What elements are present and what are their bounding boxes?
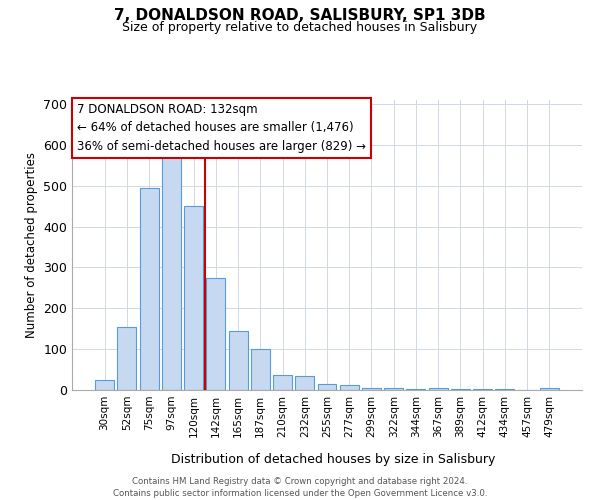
- Bar: [118, 326, 136, 390]
- Bar: [406, 389, 425, 390]
- Bar: [295, 376, 314, 390]
- Bar: [140, 188, 158, 390]
- Bar: [362, 388, 381, 390]
- Bar: [384, 388, 403, 390]
- Text: Contains HM Land Registry data © Crown copyright and database right 2024.
Contai: Contains HM Land Registry data © Crown c…: [113, 476, 487, 498]
- Bar: [496, 389, 514, 390]
- Text: Distribution of detached houses by size in Salisbury: Distribution of detached houses by size …: [171, 452, 495, 466]
- Bar: [184, 206, 203, 390]
- Text: Size of property relative to detached houses in Salisbury: Size of property relative to detached ho…: [122, 21, 478, 34]
- Text: 7 DONALDSON ROAD: 132sqm
← 64% of detached houses are smaller (1,476)
36% of sem: 7 DONALDSON ROAD: 132sqm ← 64% of detach…: [77, 103, 366, 153]
- Bar: [95, 380, 114, 390]
- Bar: [473, 389, 492, 390]
- Bar: [340, 385, 359, 390]
- Y-axis label: Number of detached properties: Number of detached properties: [25, 152, 38, 338]
- Bar: [273, 375, 292, 390]
- Bar: [429, 388, 448, 390]
- Bar: [317, 384, 337, 390]
- Text: 7, DONALDSON ROAD, SALISBURY, SP1 3DB: 7, DONALDSON ROAD, SALISBURY, SP1 3DB: [114, 8, 486, 22]
- Bar: [251, 349, 270, 390]
- Bar: [540, 388, 559, 390]
- Bar: [229, 331, 248, 390]
- Bar: [451, 389, 470, 390]
- Bar: [206, 278, 225, 390]
- Bar: [162, 157, 181, 390]
